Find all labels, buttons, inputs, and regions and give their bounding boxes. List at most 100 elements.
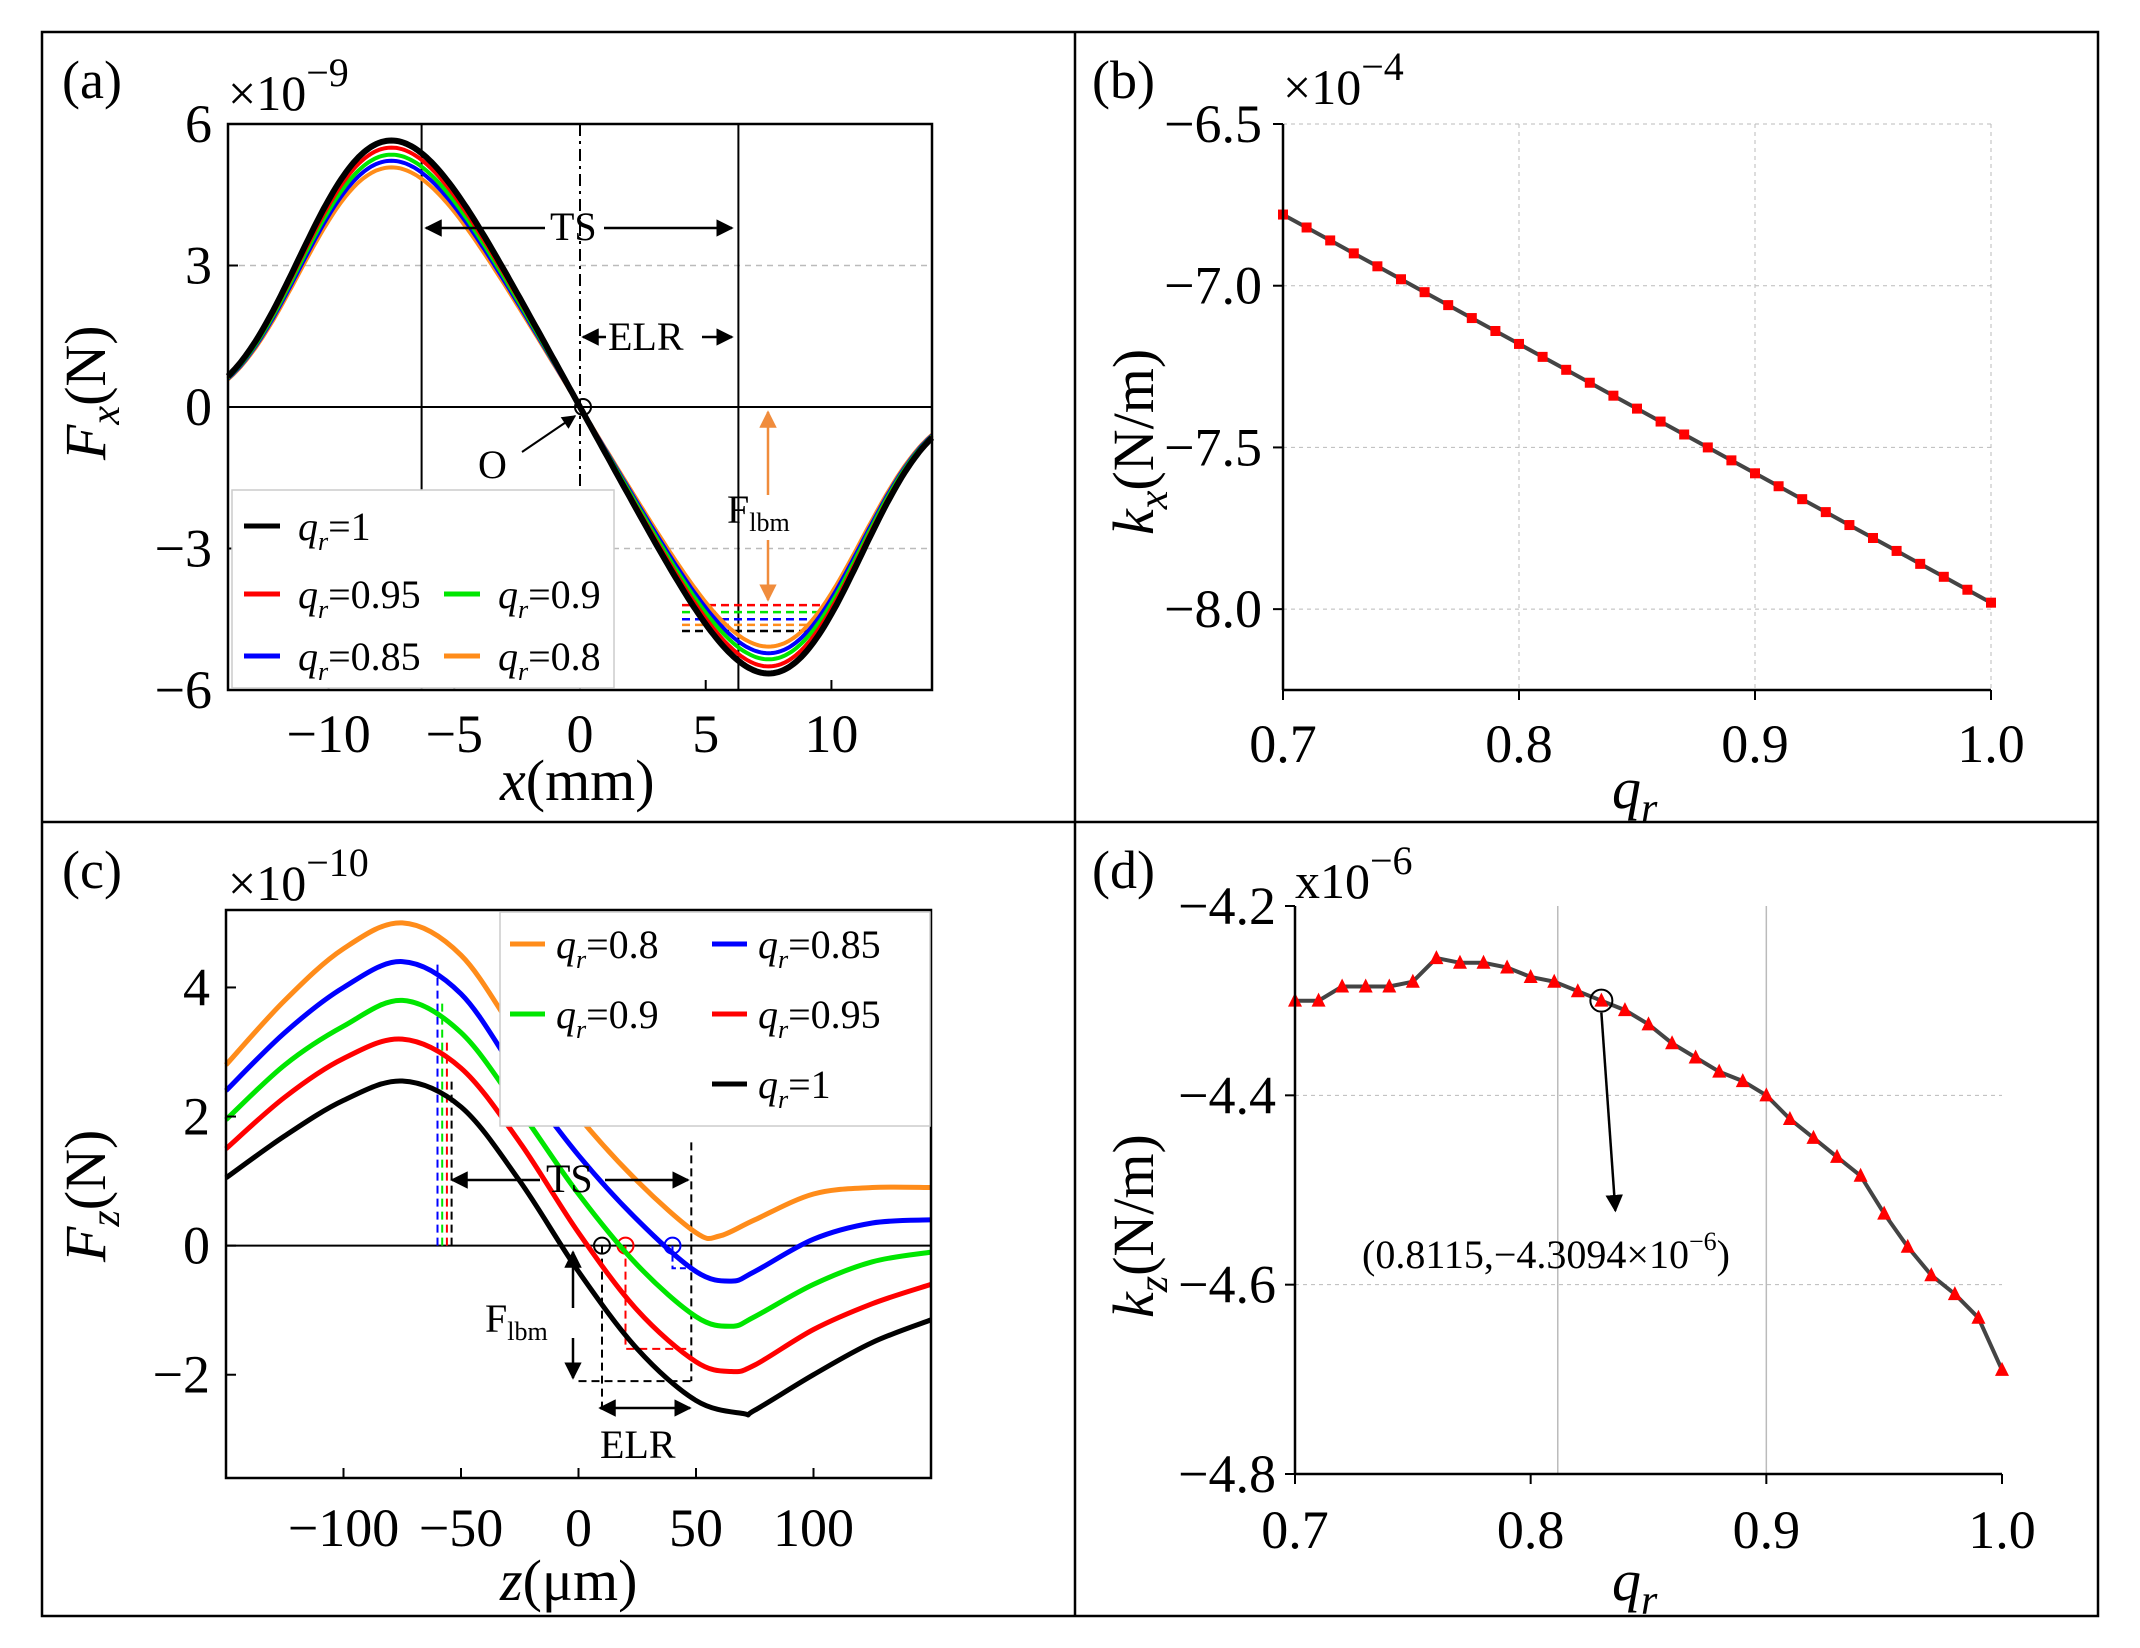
panel-a-xtick-label-0: −10 [286,704,370,764]
panel-b-point-20 [1750,468,1760,479]
panel-a-origin-label: O [478,442,507,487]
panel-a-ytick-label-4: 6 [185,94,212,154]
panel-b-point-3 [1348,248,1359,259]
panel-b-ytick-label-3: −8.0 [1164,579,1262,639]
panel-d-point-10 [1523,969,1538,983]
panel-b-multiplier: ×10−4 [1283,44,1404,115]
panel-d-point-11 [1547,973,1562,988]
panel-d-point-21 [1782,1111,1797,1125]
panel-b-point-19 [1726,455,1737,466]
panel-d-point-2 [1335,978,1350,993]
panel-b-point-15 [1632,403,1642,414]
panel-b-xtick-label-3: 1.0 [1957,714,2025,774]
panel-c-flbm-label: Flbm [485,1296,548,1346]
panel-b: (b) ×10−4 0.7 0.8 0.9 1.0 −6.5 −7.0 −7.5 −8.0 q… [1092,44,2025,832]
panel-b-xtick-label-2: 0.9 [1721,714,1789,774]
panel-d-ytick-label-2: −4.6 [1178,1255,1276,1315]
panel-b-xtick-label-1: 0.8 [1485,714,1553,774]
panel-b-point-16 [1655,416,1666,427]
panel-b-point-7 [1443,300,1454,311]
panel-b-point-6 [1419,287,1430,298]
legend-label-c-qr-0.9: qr=0.9 [556,992,659,1044]
legend-label-qr-0.9: qr=0.9 [498,572,601,624]
panel-b-point-30 [1986,597,1996,608]
panel-a-ytick-label-1: −3 [155,519,212,579]
panel-b-point-21 [1773,481,1784,492]
panel-b-point-27 [1915,558,1926,569]
legend-label-qr-0.85: qr=0.85 [298,634,421,686]
panel-c-legend: qr=0.8 qr=0.85 qr=0.9 qr=0.95 qr=1 [499,911,931,1127]
panel-c-elr-label: ELR [600,1422,676,1467]
panel-c-xlabel: z(μm) [499,1548,637,1613]
panel-d-highlight-arrow [1600,1012,1623,1213]
panel-a-flbm-label: Flbm [727,487,790,537]
panel-b-point-11 [1537,351,1548,362]
panel-b-xtick-label-0: 0.7 [1249,714,1317,774]
panel-a-xlabel: x(mm) [499,748,655,813]
panel-c-ytick-label-0: −2 [153,1345,210,1405]
panel-c-series-qr=0.85 [224,959,932,1284]
panel-c-series-qr=0.95 [224,1036,932,1375]
panel-d-xtick-label-3: 1.0 [1968,1500,2036,1560]
panel-c-legend-box [499,911,931,1127]
legend-label-qr-0.95: qr=0.95 [298,572,421,624]
panel-d-point-22 [1806,1129,1821,1144]
panel-b-point-25 [1868,532,1878,543]
panel-b-label: (b) [1092,50,1155,110]
panel-c-xtick-label-3: 50 [669,1498,723,1558]
panel-d-point-14 [1617,1002,1632,1017]
panel-d-xtick-label-2: 0.9 [1733,1500,1801,1560]
panel-d-point-1 [1311,992,1326,1007]
panel-c-elr-box-red [624,1245,692,1350]
panel-b-ytick-label-1: −7.0 [1164,256,1262,316]
panel-b-point-17 [1679,429,1690,440]
panel-b-xlabel: qr [1612,756,1658,832]
panel-d-ytick-label-3: −4.8 [1178,1444,1276,1504]
panel-b-point-8 [1466,313,1477,324]
panel-b-ylabel: kx(N/m) [1101,349,1177,535]
panel-d-xtick-label-1: 0.8 [1497,1500,1565,1560]
panel-a-ytick-label-2: 0 [185,377,212,437]
panel-b-point-22 [1797,494,1808,505]
panel-d-point-17 [1688,1049,1703,1064]
panel-d-point-4 [1382,978,1397,993]
panel-b-ytick-label-2: −7.5 [1164,417,1262,477]
panel-c-ytick-label-2: 2 [183,1087,210,1147]
legend-label-c-qr-0.85: qr=0.85 [758,922,881,974]
panel-b-ytick-label-0: −6.5 [1164,94,1262,154]
legend-label-qr-0.8: qr=0.8 [498,634,601,686]
panel-c-xtick-label-1: −50 [419,1498,503,1558]
panel-d-point-29 [1971,1309,1986,1324]
panel-c-zero-crossing-0 [593,1236,611,1255]
panel-a-xtick-label-1: −5 [426,704,483,764]
panel-d-point-28 [1947,1286,1962,1301]
panel-a-elr-label: ELR [608,314,684,359]
panel-c-series-qr=0.9 [224,997,932,1329]
panel-c-elr-box-blue [671,1245,692,1270]
panel-a-ts-label: TS [550,204,597,249]
panel-b-point-4 [1372,261,1383,272]
panel-d-xtick-label-0: 0.7 [1261,1500,1329,1560]
panel-d-point-3 [1358,978,1373,993]
panel-c-label: (c) [62,840,122,900]
panel-a-multiplier: ×10−9 [228,50,349,121]
panel-d-point-23 [1830,1148,1845,1163]
panel-a-ytick-label-0: −6 [155,660,212,720]
panel-b-point-5 [1396,274,1406,285]
panel-c-ylabel: Fz(N) [53,1130,129,1263]
panel-c-xtick-label-4: 100 [773,1498,854,1558]
panel-d-multiplier: x10−6 [1295,838,1413,909]
panel-a-legend-box [231,489,615,689]
panel-d-point-20 [1759,1087,1774,1102]
panel-a-series-qr=1 [225,137,935,677]
panel-d-point-26 [1900,1238,1915,1253]
panel-d-xlabel: qr [1612,1548,1658,1624]
panel-d-point-18 [1712,1063,1727,1078]
panel-b-point-29 [1962,584,1973,595]
panel-d-point-7 [1452,954,1467,969]
panel-d-ylabel: kz(N/m) [1101,1134,1177,1318]
panel-d-label: (d) [1092,840,1155,900]
panel-c-ts-label: TS [546,1156,593,1201]
panel-b-point-28 [1938,571,1949,582]
